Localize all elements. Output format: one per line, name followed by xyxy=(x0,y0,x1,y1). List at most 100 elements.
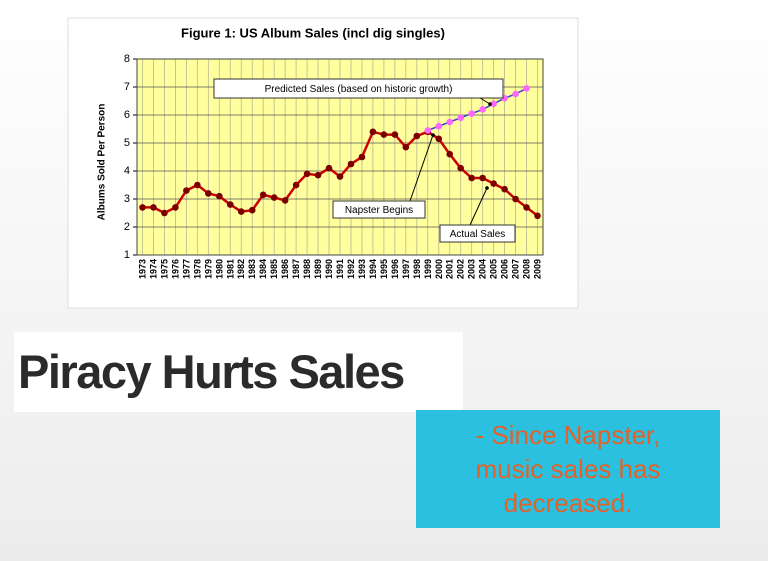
plot-border xyxy=(136,58,544,256)
x-tick-label: 1982 xyxy=(236,259,246,279)
data-point xyxy=(391,131,399,138)
x-tick-label: 1988 xyxy=(302,259,312,279)
annotation-arrow xyxy=(409,134,434,202)
x-tick-label: 1975 xyxy=(159,259,169,279)
x-tick-label: 1990 xyxy=(324,259,334,279)
chart-title: Figure 1: US Album Sales (incl dig singl… xyxy=(181,25,445,40)
x-tick-label: 1999 xyxy=(423,259,433,279)
data-point xyxy=(358,153,366,161)
data-point xyxy=(226,201,234,208)
data-point xyxy=(457,164,465,172)
x-tick-label: 1996 xyxy=(390,259,400,279)
data-point xyxy=(161,209,168,217)
data-point xyxy=(347,160,355,168)
data-point xyxy=(457,114,465,122)
x-tick-label: 2005 xyxy=(489,259,499,279)
x-tick-label: 2009 xyxy=(533,259,543,279)
data-point xyxy=(424,127,432,134)
data-point xyxy=(150,204,157,211)
x-tick-label: 2008 xyxy=(522,259,532,279)
x-tick-label: 1977 xyxy=(181,259,191,279)
x-tick-label: 2002 xyxy=(456,259,466,279)
x-tick-label: 1995 xyxy=(379,259,389,279)
data-point xyxy=(490,100,497,108)
x-tick-label: 1987 xyxy=(291,259,301,279)
x-tick-label: 2003 xyxy=(467,259,477,279)
y-tick-label: 2 xyxy=(124,221,130,233)
data-point xyxy=(534,212,541,220)
data-point xyxy=(479,174,486,182)
x-tick-label: 1991 xyxy=(335,259,345,279)
y-axis-label: Albums Sold Per Person xyxy=(97,104,108,221)
x-tick-label: 1998 xyxy=(412,259,422,279)
y-tick-label: 8 xyxy=(124,53,130,65)
data-point xyxy=(523,85,530,92)
data-point xyxy=(468,110,475,117)
data-point xyxy=(369,128,377,136)
data-point xyxy=(237,208,245,215)
data-point xyxy=(292,181,300,189)
data-point xyxy=(512,90,519,98)
chart: Figure 1: US Album Sales (incl dig singl… xyxy=(67,17,579,309)
x-tick-label: 1993 xyxy=(357,259,367,279)
x-tick-label: 1979 xyxy=(203,259,213,279)
data-point xyxy=(314,171,322,179)
x-tick-label: 1994 xyxy=(368,259,378,279)
x-tick-label: 2006 xyxy=(500,259,510,279)
y-tick-label: 7 xyxy=(124,81,130,93)
data-point xyxy=(325,164,333,172)
x-tick-label: 1992 xyxy=(346,259,356,279)
data-point xyxy=(248,206,256,214)
data-point xyxy=(336,173,344,180)
x-tick-label: 1978 xyxy=(192,259,202,279)
data-point xyxy=(468,174,475,182)
data-point xyxy=(512,195,519,203)
data-point xyxy=(270,194,278,201)
x-tick-label: 2007 xyxy=(511,259,521,279)
data-point xyxy=(523,204,530,211)
data-point xyxy=(183,187,190,194)
annotation-box xyxy=(439,224,516,243)
series-line xyxy=(427,87,527,132)
x-tick-label: 1984 xyxy=(258,259,268,279)
data-point xyxy=(172,204,179,211)
data-point xyxy=(402,143,410,151)
data-point xyxy=(380,131,388,138)
data-point xyxy=(479,106,486,113)
data-point xyxy=(259,191,267,199)
data-point xyxy=(215,192,223,200)
data-point xyxy=(205,190,212,197)
y-tick-label: 1 xyxy=(124,249,130,261)
annotation-box xyxy=(332,200,426,219)
x-tick-label: 1973 xyxy=(137,259,147,279)
x-tick-label: 1986 xyxy=(280,259,290,279)
x-tick-label: 2004 xyxy=(478,259,488,279)
annotation-box xyxy=(213,78,504,99)
heading: Piracy Hurts Sales xyxy=(14,332,463,412)
note: - Since Napster, music sales has decreas… xyxy=(416,410,720,528)
x-tick-label: 1976 xyxy=(170,259,180,279)
data-point xyxy=(435,122,443,130)
x-tick-label: 1980 xyxy=(214,259,224,279)
data-point xyxy=(303,170,311,178)
x-tick-label: 1974 xyxy=(148,259,158,279)
annotation-arrowhead xyxy=(485,186,489,190)
y-tick-label: 4 xyxy=(124,165,130,177)
x-tick-label: 1997 xyxy=(401,259,411,279)
y-tick-label: 3 xyxy=(124,193,130,205)
annotation-arrow xyxy=(479,97,491,105)
annotation-arrowhead xyxy=(488,102,492,106)
data-point xyxy=(435,135,443,143)
y-tick-label: 5 xyxy=(124,137,130,149)
y-tick-label: 6 xyxy=(124,109,130,121)
data-point xyxy=(446,118,454,126)
data-point xyxy=(139,204,146,211)
data-point xyxy=(446,150,454,158)
x-tick-label: 1983 xyxy=(247,259,257,279)
x-tick-label: 1989 xyxy=(313,259,323,279)
x-tick-label: 1981 xyxy=(225,259,235,279)
x-tick-label: 1985 xyxy=(269,259,279,279)
annotation-arrowhead xyxy=(431,133,435,137)
data-point xyxy=(281,197,289,204)
data-point xyxy=(194,181,201,189)
